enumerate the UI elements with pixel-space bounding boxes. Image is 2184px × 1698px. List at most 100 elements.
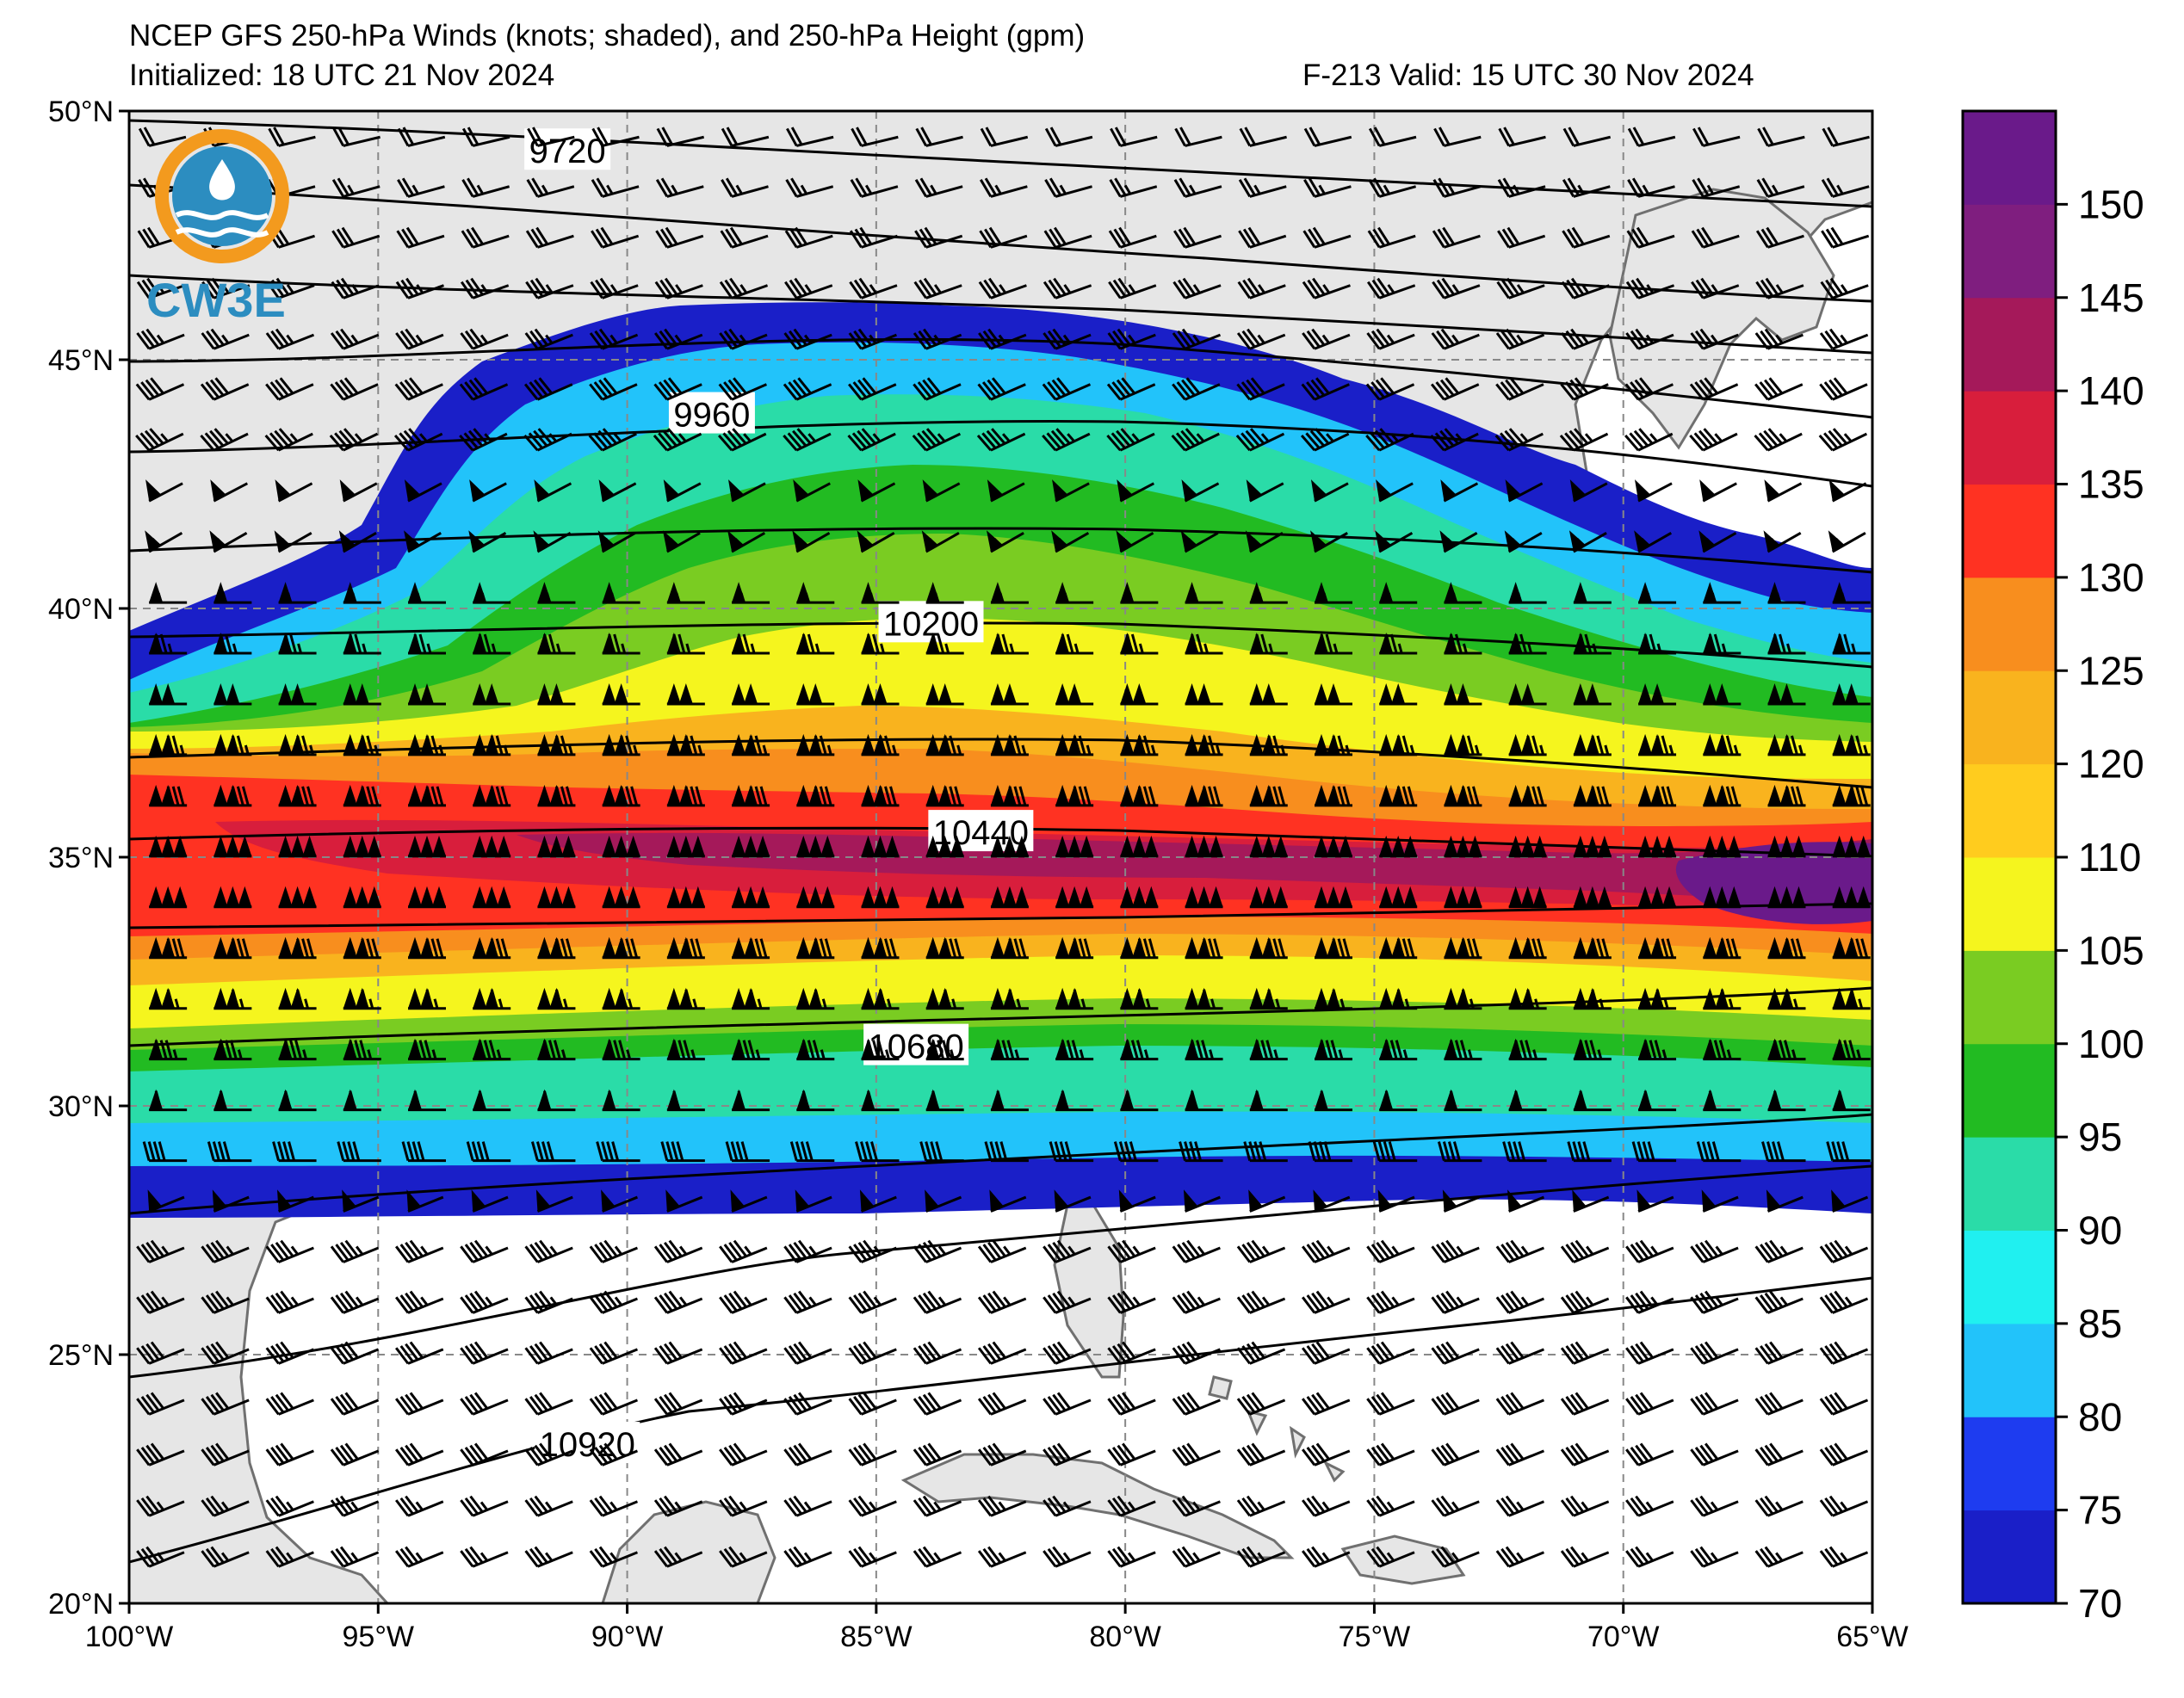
wind-barb <box>1185 682 1223 706</box>
wind-barb <box>473 733 511 756</box>
wind-barb <box>977 1546 1027 1568</box>
wind-barb <box>1302 226 1352 249</box>
wind-barb <box>278 633 317 655</box>
wind-barb <box>1819 328 1869 350</box>
wind-barb <box>1118 1189 1156 1213</box>
wind-barb <box>1442 1189 1480 1213</box>
wind-barb <box>925 987 964 1010</box>
wind-barb <box>1107 1495 1156 1517</box>
wind-barb <box>526 177 575 198</box>
wind-barb <box>663 479 702 503</box>
wind-barb <box>977 1290 1027 1314</box>
wind-barb <box>1302 1239 1351 1263</box>
wind-barb <box>1379 835 1418 858</box>
wind-barb <box>1690 1495 1739 1517</box>
wind-barb <box>783 1546 832 1568</box>
wind-barb <box>721 177 769 198</box>
wind-barb <box>1043 277 1092 299</box>
wind-barb <box>1690 1392 1739 1416</box>
wind-barb <box>1185 1089 1223 1112</box>
wind-barb <box>138 127 187 147</box>
wind-barb <box>861 784 900 807</box>
wind-barb <box>589 1392 639 1416</box>
wind-barb <box>1049 1141 1094 1163</box>
wind-barb <box>1432 277 1481 299</box>
wind-barb <box>1638 936 1677 960</box>
initialized-label: Initialized: 18 UTC 21 Nov 2024 <box>129 59 555 92</box>
wind-barb <box>201 1392 250 1416</box>
wind-barb <box>1054 1189 1092 1213</box>
wind-barb <box>473 987 511 1010</box>
wind-barb <box>796 886 835 909</box>
wind-barb <box>461 226 510 249</box>
wind-barb <box>1185 733 1223 756</box>
wind-barb <box>1767 582 1806 604</box>
x-tick-label: 90°W <box>591 1621 664 1653</box>
wind-barb <box>1444 936 1482 960</box>
wind-barb <box>1562 226 1611 249</box>
wind-barb <box>1754 1239 1804 1263</box>
wind-barb <box>1624 377 1674 401</box>
wind-barb <box>1832 633 1871 655</box>
wind-barb <box>1055 1038 1094 1061</box>
contour-10200 <box>129 621 1872 669</box>
wind-barb <box>1300 428 1350 452</box>
wind-barb <box>1767 835 1806 858</box>
wind-barb <box>913 1495 962 1517</box>
wind-barb <box>473 1038 511 1061</box>
wind-barb <box>1315 987 1352 1010</box>
wind-barb <box>912 428 962 452</box>
wind-barb <box>913 277 962 299</box>
wind-barb <box>849 277 898 299</box>
wind-barb <box>1301 377 1350 401</box>
wind-barb <box>266 277 315 299</box>
colorbar-segment <box>1963 763 2056 858</box>
wind-barb <box>524 328 573 350</box>
wind-barb <box>1821 177 1870 198</box>
wind-barb <box>343 936 381 960</box>
wind-barb <box>1302 1495 1351 1517</box>
wind-barb <box>1440 479 1479 503</box>
wind-barb <box>1819 1442 1869 1466</box>
wind-barb <box>408 1038 446 1061</box>
wind-barb <box>1366 1442 1415 1466</box>
wind-barb <box>337 1141 381 1163</box>
colorbar-label: 100 <box>2078 1022 2144 1066</box>
colorbar-label: 80 <box>2078 1394 2122 1439</box>
wind-barb <box>848 328 897 350</box>
wind-barb <box>136 1239 185 1263</box>
wind-barb <box>527 127 575 147</box>
wind-barb <box>1832 835 1871 858</box>
wind-barb <box>602 733 640 756</box>
wind-barb <box>1703 936 1742 960</box>
colorbar-segment <box>1963 577 2056 671</box>
wind-barb <box>990 633 1029 655</box>
wind-barb <box>925 1089 964 1112</box>
wind-barb <box>537 835 576 858</box>
wind-barb <box>1567 1141 1612 1163</box>
wind-barb <box>861 886 900 909</box>
wind-barb <box>730 1189 768 1213</box>
wind-barb <box>990 784 1029 807</box>
wind-barb <box>1055 682 1094 706</box>
wind-barb <box>1439 530 1478 553</box>
wind-barb <box>394 377 443 401</box>
wind-barb <box>653 1546 703 1568</box>
wind-barb <box>1313 1189 1351 1213</box>
wind-barb <box>1754 1290 1804 1314</box>
wind-barb <box>534 479 572 503</box>
wind-barb <box>1236 1290 1286 1314</box>
wind-barb <box>1573 733 1612 756</box>
wind-barb <box>278 1089 317 1112</box>
wind-barb <box>1379 682 1418 706</box>
wind-barb <box>919 1141 964 1163</box>
wind-barb <box>525 226 574 249</box>
wind-barb <box>1508 633 1547 655</box>
wind-barb <box>1431 1495 1480 1517</box>
wind-barb <box>1379 633 1418 655</box>
wind-barb <box>1379 582 1418 604</box>
wind-barb <box>1560 1392 1610 1416</box>
wind-barb <box>135 377 185 401</box>
wind-barb <box>408 784 446 807</box>
